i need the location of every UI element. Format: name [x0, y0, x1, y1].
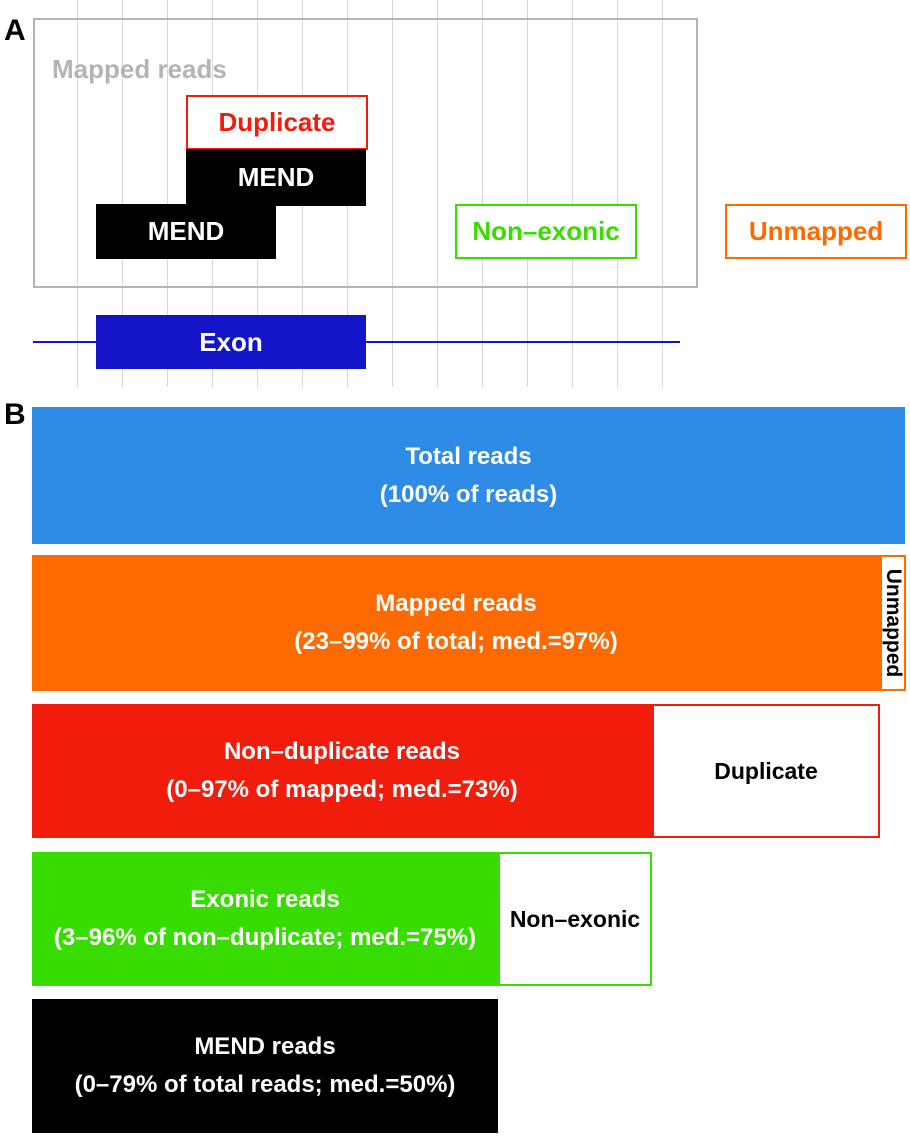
grid-line: [617, 0, 618, 387]
mapped-reads-detail: (23–99% of total; med.=97%): [294, 628, 618, 655]
unmapped-remainder-label: Unmapped: [882, 568, 905, 678]
unmapped-read-box: Unmapped: [725, 204, 907, 259]
non-duplicate-reads-bar: Non–duplicate reads (0–97% of mapped; me…: [32, 704, 652, 838]
total-reads-detail: (100% of reads): [379, 480, 558, 508]
non-exonic-remainder-label: Non–exonic: [509, 905, 641, 932]
total-reads-bar: Total reads (100% of reads): [32, 407, 905, 544]
mapped-reads-title: Mapped reads: [375, 590, 537, 617]
exon-label: Exon: [199, 326, 263, 357]
grid-line: [77, 0, 78, 387]
mend-read-lower: MEND: [96, 204, 276, 259]
non-duplicate-reads-title: Non–duplicate reads: [223, 738, 461, 765]
mend-reads-bar: MEND reads (0–79% of total reads; med.=5…: [32, 999, 498, 1133]
total-reads-title: Total reads: [405, 442, 532, 470]
duplicate-remainder-label: Duplicate: [714, 757, 818, 784]
mend-read-lower-label: MEND: [147, 216, 225, 246]
mend-read-upper-label: MEND: [237, 162, 315, 192]
non-exonic-remainder-box: Non–exonic: [498, 852, 652, 986]
non-exonic-read-box: Non–exonic: [455, 204, 637, 259]
unmapped-remainder-box: [880, 555, 906, 691]
grid-line: [662, 0, 663, 387]
exon-box: Exon: [96, 315, 366, 369]
panel-a-label: A: [4, 14, 26, 47]
grid-line: [437, 0, 438, 387]
grid-line: [392, 0, 393, 387]
mend-read-upper: MEND: [186, 149, 366, 206]
non-exonic-read-label: Non–exonic: [472, 216, 620, 246]
grid-line: [527, 0, 528, 387]
unmapped-read-label: Unmapped: [748, 216, 884, 246]
exonic-reads-title: Exonic reads: [190, 886, 340, 913]
duplicate-remainder-box: Duplicate: [652, 704, 880, 838]
mapped-reads-bar: Mapped reads (23–99% of total; med.=97%): [32, 555, 880, 691]
grid-line: [167, 0, 168, 387]
exonic-reads-bar: Exonic reads (3–96% of non–duplicate; me…: [32, 852, 498, 986]
mend-reads-detail: (0–79% of total reads; med.=50%): [74, 1071, 456, 1098]
mapped-reads-box: [33, 18, 698, 288]
mend-reads-title: MEND reads: [194, 1033, 336, 1060]
duplicate-read-label: Duplicate: [218, 107, 336, 137]
exonic-reads-detail: (3–96% of non–duplicate; med.=75%): [53, 924, 477, 951]
grid-line: [122, 0, 123, 387]
panel-b-label: B: [4, 398, 26, 431]
mapped-reads-label: Mapped reads: [52, 54, 227, 84]
grid-line: [482, 0, 483, 387]
grid-line: [572, 0, 573, 387]
non-duplicate-reads-detail: (0–97% of mapped; med.=73%): [166, 776, 518, 803]
duplicate-read-box: Duplicate: [186, 95, 368, 150]
